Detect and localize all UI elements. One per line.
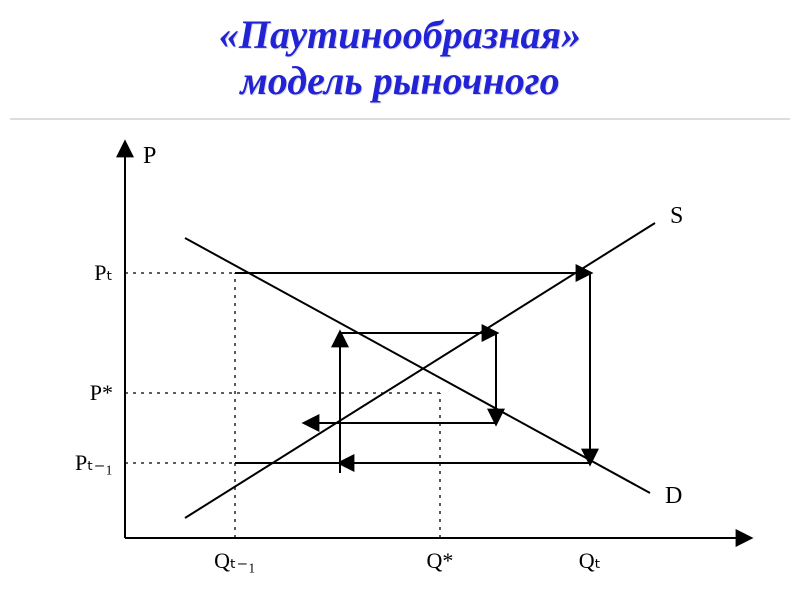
ytick-P_star: P* — [90, 380, 113, 405]
xtick-Q_t: Qₜ — [579, 548, 601, 573]
s-curve — [185, 223, 655, 518]
ytick-P_tm1: Pₜ₋₁ — [75, 450, 113, 475]
title-block: «Паутинообразная» модель рыночного — [0, 0, 800, 104]
cobweb-chart: P Pₜ P* Pₜ₋₁ Qₜ₋₁ Q* Qₜ S D — [10, 118, 790, 593]
y-axis-label: P — [143, 143, 156, 169]
xtick-Q_star: Q* — [427, 548, 454, 573]
s-curve-label: S — [670, 203, 683, 229]
ytick-P_t: Pₜ — [94, 260, 113, 285]
d-curve-label: D — [665, 483, 682, 509]
title-line-1: «Паутинообразная» — [0, 12, 800, 58]
title-line-2: модель рыночного — [0, 58, 800, 104]
chart-container: P Pₜ P* Pₜ₋₁ Qₜ₋₁ Q* Qₜ S D — [10, 118, 790, 593]
d-curve — [185, 238, 650, 493]
xtick-Q_tm1: Qₜ₋₁ — [214, 548, 256, 573]
